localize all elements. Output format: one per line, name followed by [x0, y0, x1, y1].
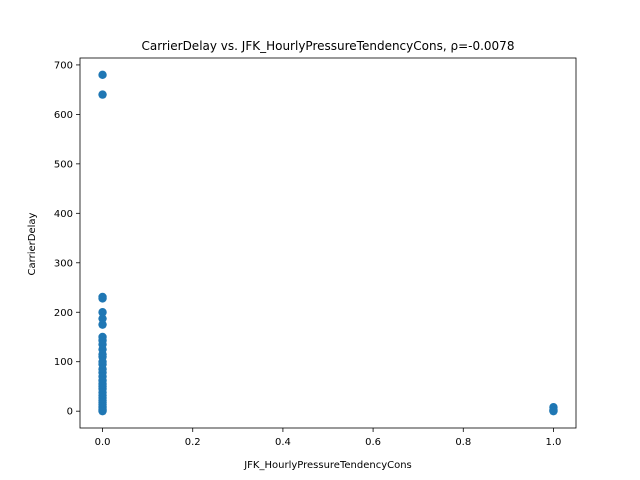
data-point — [98, 70, 107, 80]
x-tick-label: 0.4 — [275, 437, 291, 448]
x-tick-label: 0.8 — [455, 437, 471, 448]
y-tick-label: 600 — [54, 110, 73, 121]
y-tick-label: 300 — [54, 258, 73, 269]
y-axis-label: CarrierDelay — [27, 212, 38, 275]
data-point — [98, 308, 107, 317]
data-point — [98, 320, 107, 329]
x-tick-label: 0.2 — [185, 437, 201, 448]
plot-area: 0.0 0.2 0.4 0.6 0.8 1.0 0 100 200 300 400 500 600 700 — [54, 57, 577, 448]
x-tick-label: 0.0 — [95, 437, 111, 448]
data-point — [98, 406, 107, 416]
x-axis-label: JFK_HourlyPressureTendencyCons — [243, 460, 412, 471]
y-tick-label: 100 — [54, 357, 73, 368]
data-point — [98, 90, 107, 99]
y-tick-label: 500 — [54, 159, 73, 170]
plot-frame — [79, 57, 577, 429]
chart-title: CarrierDelay vs. JFK_HourlyPressureTende… — [142, 39, 515, 53]
y-tick-label: 0 — [67, 407, 73, 418]
y-tick-label: 400 — [54, 209, 73, 220]
data-point — [549, 406, 558, 416]
x-tick-label: 1.0 — [546, 437, 562, 448]
x-tick-label: 0.6 — [365, 437, 381, 448]
data-point — [98, 314, 107, 323]
data-point — [98, 294, 107, 303]
y-tick-label: 200 — [54, 308, 73, 319]
y-tick-label: 700 — [54, 60, 73, 71]
